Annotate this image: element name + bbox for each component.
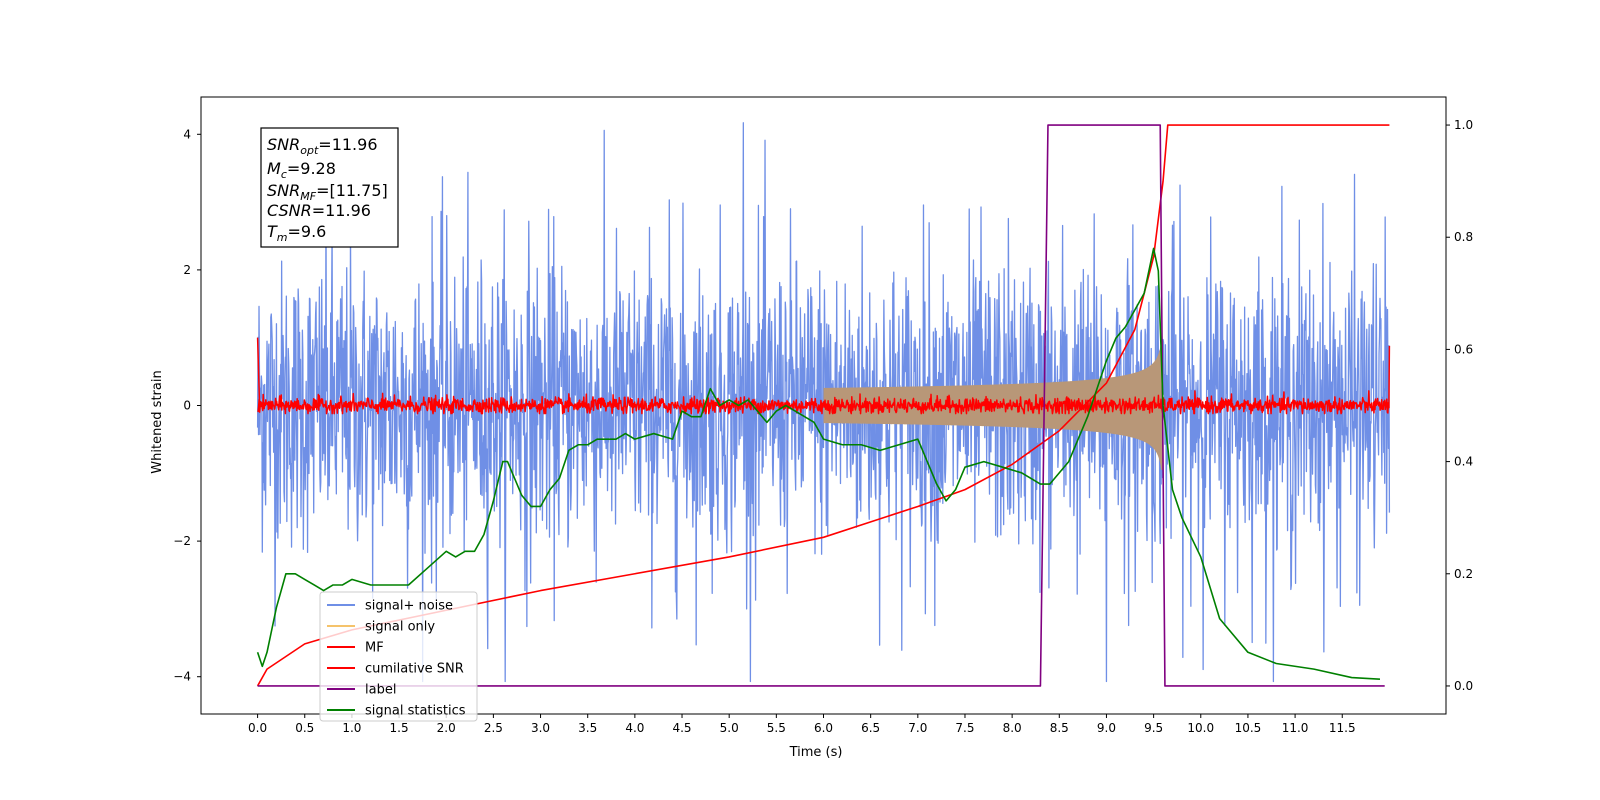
y-left-tick-label: −2 — [173, 534, 191, 548]
x-tick-label: 10.0 — [1187, 721, 1214, 735]
x-tick-label: 0.5 — [295, 721, 314, 735]
x-tick-label: 9.0 — [1097, 721, 1116, 735]
legend-frame — [319, 591, 478, 722]
info-box: SNRopt=11.96 Mc=9.28 SNRMF=[11.75] CSNR=… — [260, 127, 399, 248]
x-tick-label: 11.5 — [1329, 721, 1356, 735]
y-left-tick-label: 2 — [183, 263, 191, 277]
y-right-tick-label: 1.0 — [1454, 118, 1473, 132]
legend-label: signal statistics — [365, 704, 466, 719]
x-axis-label: Time (s) — [789, 745, 843, 760]
label-line — [257, 124, 1385, 687]
signal-statistics-line — [256, 247, 1381, 681]
x-tick-label: 1.0 — [342, 721, 361, 735]
signal-noise-line — [256, 122, 1391, 683]
legend-label: label — [365, 683, 396, 698]
x-tick-label: 2.5 — [484, 721, 503, 735]
x-tick-label: 6.5 — [861, 721, 880, 735]
y-right-tick-label: 0.8 — [1454, 230, 1473, 244]
y-left-tick-label: 4 — [183, 127, 191, 141]
info-mc: Mc=9.28 — [267, 159, 336, 181]
x-tick-label: 7.0 — [908, 721, 927, 735]
info-csnr: CSNR=11.96 — [267, 201, 371, 220]
legend-entries: signal+ noise signal only MF cumilative SNR… — [327, 599, 466, 719]
x-tick-label: 6.0 — [814, 721, 833, 735]
x-tick-label: 8.5 — [1050, 721, 1069, 735]
x-tick-label: 5.0 — [720, 721, 739, 735]
x-tick-label: 10.5 — [1235, 721, 1262, 735]
x-tick-label: 8.0 — [1003, 721, 1022, 735]
y-right-tick-label: 0.2 — [1454, 567, 1473, 581]
x-tick-label: 3.0 — [531, 721, 550, 735]
y-right-tick-label: 0.4 — [1454, 455, 1473, 469]
mf-line — [256, 337, 1391, 415]
x-tick-label: 4.0 — [625, 721, 644, 735]
y-left-tick-label: −4 — [173, 670, 191, 684]
x-tick-label: 9.5 — [1144, 721, 1163, 735]
legend: signal+ noise signal only MF cumilative SNR… — [319, 591, 478, 722]
info-box-frame — [260, 127, 399, 248]
x-tick-label: 5.5 — [767, 721, 786, 735]
x-tick-label: 1.5 — [390, 721, 409, 735]
y-right-tick-label: 0.6 — [1454, 342, 1473, 356]
legend-label: signal only — [365, 620, 435, 635]
x-tick-label: 2.0 — [437, 721, 456, 735]
y-left-tick-label: 0 — [183, 399, 191, 413]
x-tick-label: 7.5 — [955, 721, 974, 735]
tick-layer: 0.0 0.5 1.0 1.5 2.0 2.5 3.0 3.5 4.0 4.5 5.0 5.5 6.0 6… — [173, 118, 1473, 735]
legend-label: cumilative SNR — [365, 662, 464, 677]
legend-label: MF — [365, 641, 384, 656]
y-axis-label: Whitened strain — [150, 370, 165, 473]
info-snr-mf: SNRMF=[11.75] — [267, 181, 388, 203]
info-snr-opt: SNRopt=11.96 — [267, 135, 378, 157]
info-tm: Tm=9.6 — [267, 222, 326, 244]
x-tick-label: 11.0 — [1282, 721, 1309, 735]
x-tick-label: 0.0 — [248, 721, 267, 735]
x-tick-label: 3.5 — [578, 721, 597, 735]
y-right-tick-label: 0.0 — [1454, 679, 1473, 693]
legend-label: signal+ noise — [365, 599, 453, 614]
x-tick-label: 4.5 — [672, 721, 691, 735]
